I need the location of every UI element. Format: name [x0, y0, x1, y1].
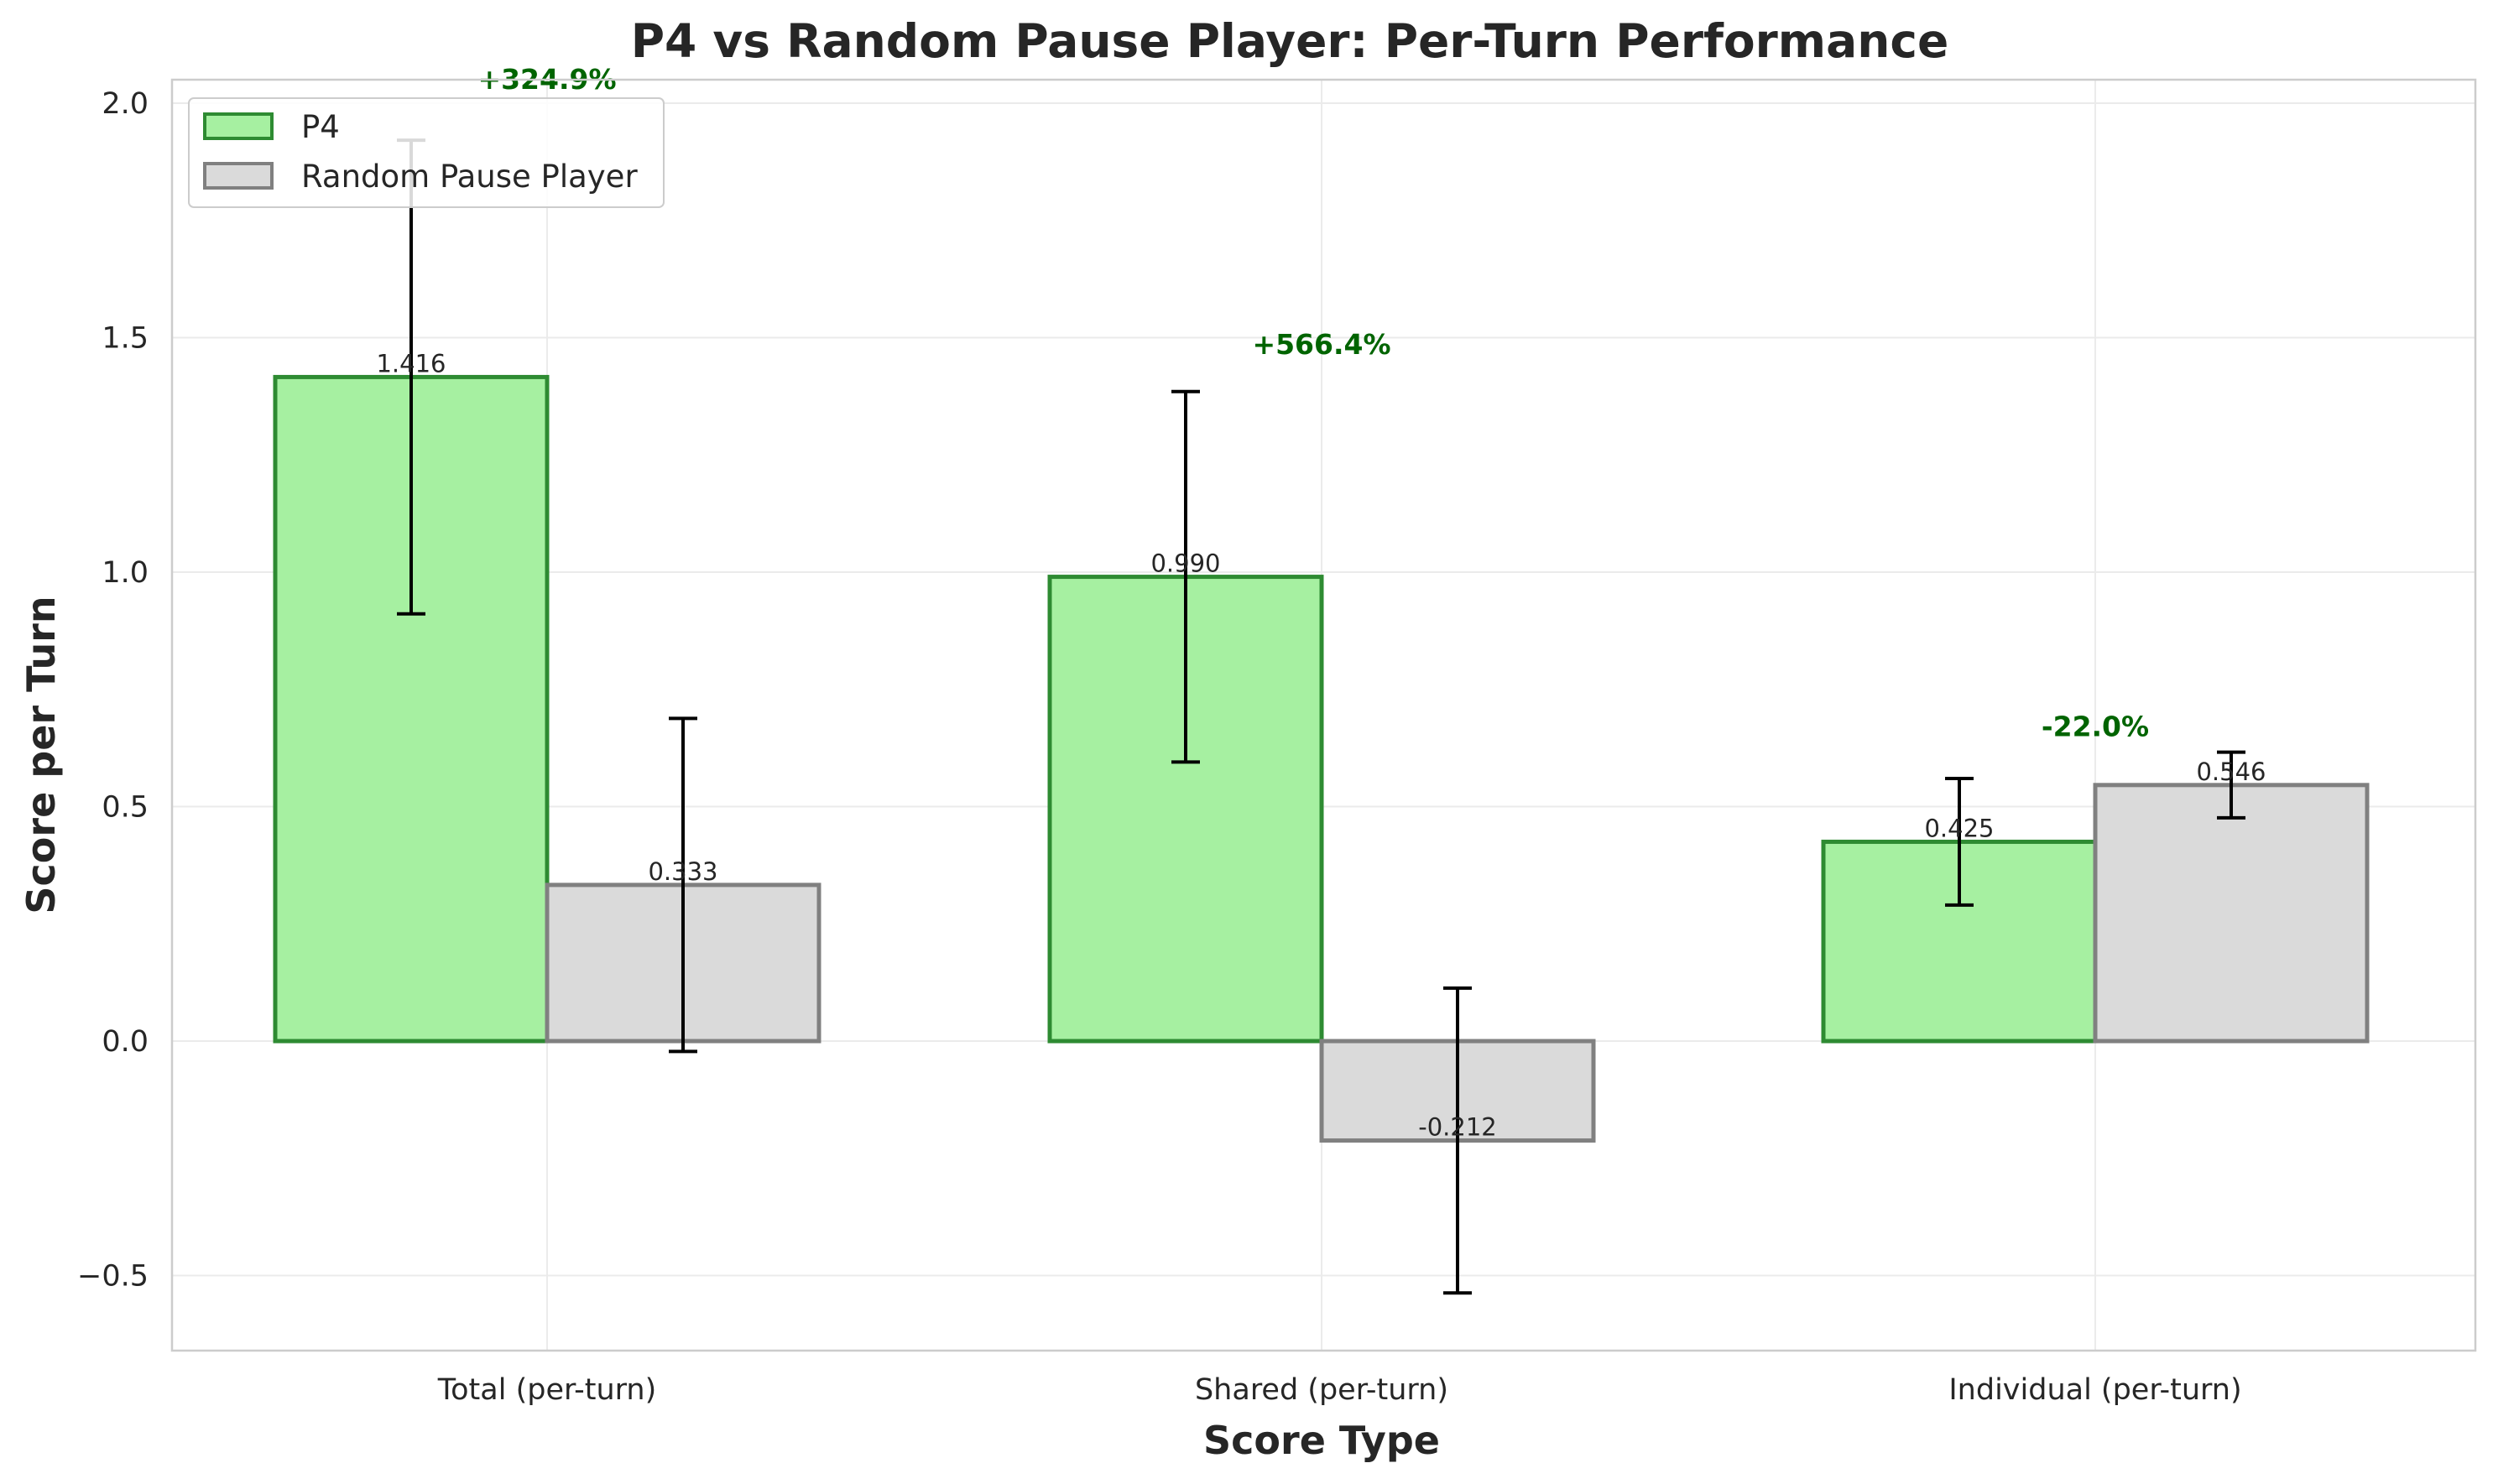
- legend-label-p4: P4: [301, 109, 340, 145]
- percent-change-label: +566.4%: [1252, 328, 1390, 361]
- y-tick-label: 0.5: [102, 791, 149, 825]
- plot-frame: [170, 78, 2477, 1352]
- value-label: -0.212: [1418, 1113, 1497, 1142]
- y-tick-label: 1.5: [102, 321, 149, 355]
- value-label: 1.416: [376, 349, 446, 378]
- legend-label-random-pause-player: Random Pause Player: [301, 159, 638, 195]
- legend-frame: [188, 97, 665, 208]
- value-label: 0.333: [648, 857, 717, 886]
- y-tick-label: 2.0: [102, 87, 149, 121]
- x-tick-label: Individual (per-turn): [1948, 1373, 2241, 1407]
- y-tick-label: 1.0: [102, 556, 149, 590]
- percent-change-label: -22.0%: [2042, 711, 2149, 743]
- legend: P4 Random Pause Player: [188, 97, 665, 208]
- legend-swatch-p4: [203, 112, 274, 140]
- x-tick-label: Total (per-turn): [437, 1373, 657, 1407]
- value-label: 0.990: [1150, 549, 1220, 578]
- value-label: 0.546: [2196, 758, 2266, 786]
- y-tick-label: −0.5: [77, 1260, 149, 1294]
- y-tick-label: 0.0: [102, 1025, 149, 1059]
- legend-swatch-random-pause-player: [203, 162, 274, 190]
- error-bars-layer: [397, 138, 2245, 1295]
- value-label: 0.425: [1924, 814, 1994, 842]
- bar-random-pause-player: [2093, 783, 2370, 1044]
- x-tick-label: Shared (per-turn): [1195, 1373, 1448, 1407]
- x-axis-title: Score Type: [1203, 1418, 1440, 1463]
- ticks-layer: −0.5 0.0 0.5 1.0 1.5 2.0 Total (per-turn) Share…: [77, 87, 2242, 1407]
- y-axis-title: Score per Turn: [18, 596, 64, 914]
- chart-title: P4 vs Random Pause Player: Per-Turn Perf…: [631, 14, 1949, 68]
